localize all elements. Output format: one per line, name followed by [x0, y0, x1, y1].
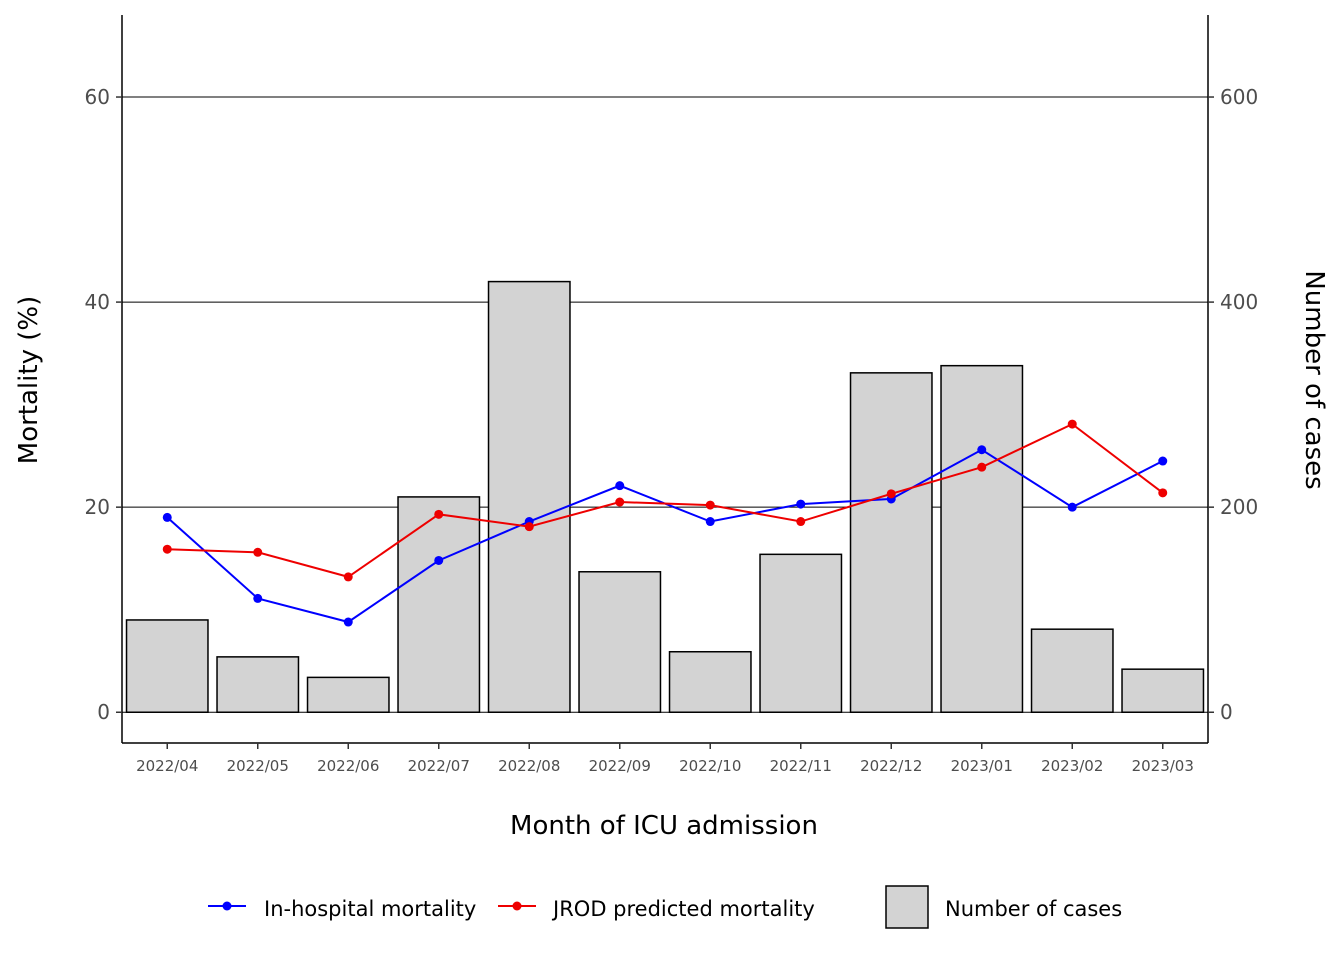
point-0-2022/04 — [162, 512, 172, 522]
legend-point-in-hospital — [222, 901, 232, 911]
series-line-1 — [167, 422, 1164, 578]
bar-2023/02 — [1030, 628, 1114, 713]
y-left-tick-label-20: 20 — [85, 495, 110, 519]
legend-label-jrod: JROD predicted mortality — [551, 897, 815, 921]
point-0-2022/07 — [434, 555, 444, 565]
point-1-2022/12 — [886, 489, 896, 499]
y-right-tick-label-600: 600 — [1220, 85, 1258, 109]
legend-point-jrod — [512, 901, 522, 911]
point-1-2022/11 — [796, 517, 806, 527]
point-1-2022/04 — [162, 544, 172, 554]
x-tick-label-2023/01: 2023/01 — [951, 757, 1013, 775]
legend: In-hospital mortality JROD predicted mor… — [208, 885, 1122, 929]
y-left-tick-label-60: 60 — [85, 85, 110, 109]
bar-2023/03 — [1121, 668, 1205, 713]
point-0-2023/02 — [1067, 502, 1077, 512]
point-1-2022/07 — [434, 509, 444, 519]
legend-label-cases: Number of cases — [945, 897, 1122, 921]
bar-2022/08 — [487, 280, 571, 713]
point-0-2023/03 — [1158, 456, 1168, 466]
bar-2022/07 — [397, 496, 481, 713]
x-tick-label-2022/10: 2022/10 — [679, 757, 741, 775]
x-tick-label-2022/07: 2022/07 — [408, 757, 470, 775]
point-0-2023/01 — [977, 445, 987, 455]
y-axis-right-title: Number of cases — [1299, 270, 1329, 489]
series-lines — [162, 419, 1168, 627]
y-right-tick-label-200: 200 — [1220, 495, 1258, 519]
point-0-2022/11 — [796, 499, 806, 509]
x-tick-label-2023/03: 2023/03 — [1132, 757, 1194, 775]
point-0-2022/09 — [615, 481, 625, 491]
legend-label-in-hospital: In-hospital mortality — [264, 897, 476, 921]
point-1-2023/03 — [1158, 488, 1168, 498]
x-tick-label-2023/02: 2023/02 — [1041, 757, 1103, 775]
grid-lines — [122, 96, 1208, 713]
legend-key-cases — [885, 885, 929, 929]
point-0-2022/05 — [253, 593, 263, 603]
x-tick-label-2022/04: 2022/04 — [136, 757, 198, 775]
y-left-tick-label-0: 0 — [97, 700, 110, 724]
bar-2022/05 — [216, 656, 300, 713]
point-1-2022/09 — [615, 497, 625, 507]
x-tick-label-2022/08: 2022/08 — [498, 757, 560, 775]
bar-2023/01 — [940, 364, 1024, 713]
point-1-2023/02 — [1067, 419, 1077, 429]
axes — [116, 15, 1214, 749]
x-tick-label-2022/06: 2022/06 — [317, 757, 379, 775]
point-0-2022/06 — [343, 617, 353, 627]
point-1-2022/05 — [253, 547, 263, 557]
point-0-2022/10 — [705, 517, 715, 527]
y-left-tick-label-40: 40 — [85, 290, 110, 314]
bar-2022/11 — [759, 553, 843, 713]
bar-2022/10 — [668, 650, 752, 713]
point-1-2022/06 — [343, 572, 353, 582]
point-1-2022/08 — [524, 522, 534, 532]
bars — [125, 280, 1205, 713]
x-tick-label-2022/09: 2022/09 — [589, 757, 651, 775]
point-1-2022/10 — [705, 500, 715, 510]
x-tick-label-2022/11: 2022/11 — [770, 757, 832, 775]
x-tick-label-2022/05: 2022/05 — [227, 757, 289, 775]
bar-2022/04 — [125, 619, 209, 713]
bar-2022/06 — [306, 676, 390, 713]
bar-2022/09 — [578, 571, 662, 713]
x-axis-title: Month of ICU admission — [510, 811, 818, 841]
y-right-tick-label-0: 0 — [1220, 700, 1233, 724]
y-right-tick-label-400: 400 — [1220, 290, 1258, 314]
x-tick-label-2022/12: 2022/12 — [860, 757, 922, 775]
bar-2022/12 — [849, 372, 933, 713]
point-1-2023/01 — [977, 462, 987, 472]
y-axis-left-title: Mortality (%) — [14, 296, 44, 464]
